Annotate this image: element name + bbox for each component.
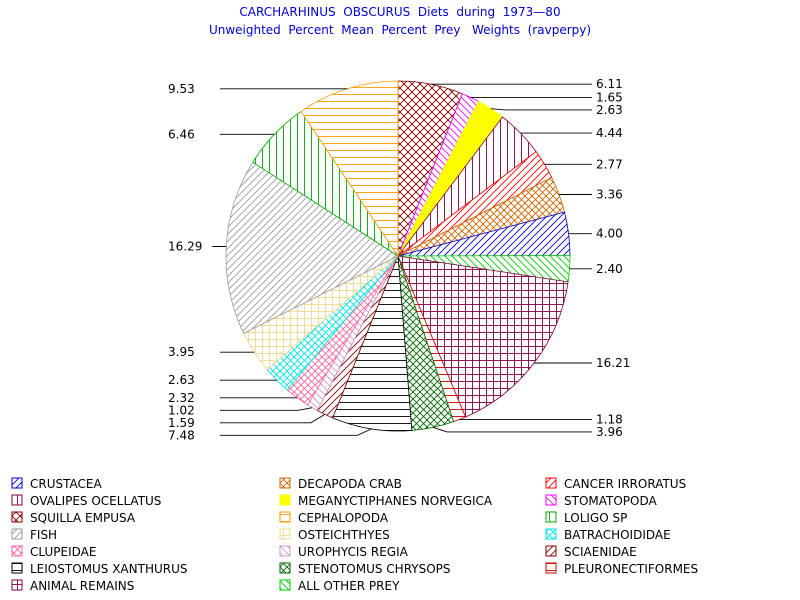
legend-swatch-osteichthyes — [279, 528, 291, 540]
value-label-urophycis-regia: 1.02 — [168, 403, 195, 417]
pie-slice-fish — [225, 161, 399, 334]
value-label-stomatopoda: 1.65 — [596, 90, 623, 104]
legend-swatch-leiostomus-xanthurus — [11, 562, 23, 574]
legend-swatch-crustacea — [11, 477, 23, 489]
legend-item-cancer-irroratus: CANCER IRRORATUS — [545, 477, 686, 491]
value-label-all-other-prey: 2.40 — [596, 262, 623, 276]
value-label-squilla-empusa: 6.11 — [596, 77, 623, 91]
value-label-cephalopoda: 9.53 — [168, 82, 195, 96]
legend-label-clupeidae: CLUPEIDAE — [30, 545, 96, 559]
legend-item-ovalipes-ocellatus: OVALIPES OCELLATUS — [11, 494, 161, 508]
legend-item-squilla-empusa: SQUILLA EMPUSA — [11, 511, 136, 525]
legend-swatch-decapoda-crab — [279, 477, 291, 489]
legend-item-loligo-sp: LOLIGO SP — [545, 511, 627, 525]
value-label-leiostomus-xanthurus: 7.48 — [168, 428, 195, 442]
legend-item-cephalopoda: CEPHALOPODA — [279, 511, 389, 525]
legend-label-cephalopoda: CEPHALOPODA — [298, 511, 389, 525]
legend-swatch-sciaenidae — [545, 545, 557, 557]
value-label-meganyctiphanes-norvegica: 2.63 — [596, 103, 623, 117]
legend-label-stomatopoda: STOMATOPODA — [564, 494, 658, 508]
legend-item-sciaenidae: SCIAENIDAE — [545, 545, 637, 559]
legend-label-crustacea: CRUSTACEA — [30, 477, 102, 491]
legend-swatch-clupeidae — [11, 545, 23, 557]
legend-swatch-pleuronectiformes — [545, 562, 557, 574]
leader-lines — [212, 83, 592, 436]
legend-label-meganyctiphanes-norvegica: MEGANYCTIPHANES NORVEGICA — [298, 494, 493, 508]
value-label-clupeidae: 2.32 — [168, 391, 195, 405]
legend-swatch-stomatopoda — [545, 494, 557, 506]
value-label-fish: 16.29 — [168, 240, 202, 254]
value-label-sciaenidae: 1.59 — [168, 416, 195, 430]
leader-line-leiostomus-xanthurus — [220, 428, 372, 436]
value-label-osteichthyes: 3.95 — [168, 345, 195, 359]
value-label-pleuronectiformes: 1.18 — [596, 412, 623, 426]
legend-label-fish: FISH — [30, 528, 57, 542]
legend-item-fish: FISH — [11, 528, 57, 542]
legend-swatch-stenotomus-chrysops — [279, 562, 291, 574]
legend-item-pleuronectiformes: PLEURONECTIFORMES — [545, 562, 698, 576]
legend-label-osteichthyes: OSTEICHTHYES — [298, 528, 390, 542]
legend-label-animal-remains: ANIMAL REMAINS — [30, 579, 134, 593]
legend-label-urophycis-regia: UROPHYCIS REGIA — [298, 545, 409, 559]
legend-label-all-other-prey: ALL OTHER PREY — [298, 579, 400, 593]
legend-swatch-animal-remains — [11, 579, 23, 591]
legend-swatch-meganyctiphanes-norvegica — [279, 494, 291, 506]
legend-swatch-squilla-empusa — [11, 511, 23, 523]
legend-label-ovalipes-ocellatus: OVALIPES OCELLATUS — [30, 494, 161, 508]
legend-label-pleuronectiformes: PLEURONECTIFORMES — [564, 562, 698, 576]
legend-swatch-batrachoididae — [545, 528, 557, 540]
chart-subtitle: Unweighted Percent Mean Percent Prey Wei… — [208, 23, 592, 37]
legend-item-osteichthyes: OSTEICHTHYES — [279, 528, 390, 542]
value-labels: 6.111.652.634.442.773.364.002.4016.211.1… — [168, 77, 630, 442]
leader-line-urophycis-regia — [220, 407, 313, 411]
leader-line-sciaenidae — [220, 414, 326, 424]
legend-swatch-cancer-irroratus — [545, 477, 557, 489]
legend-label-cancer-irroratus: CANCER IRRORATUS — [564, 477, 686, 491]
value-label-loligo-sp: 6.46 — [168, 127, 195, 141]
value-label-ovalipes-ocellatus: 4.44 — [596, 126, 623, 140]
legend-swatch-cephalopoda — [279, 511, 291, 523]
legend-swatch-all-other-prey — [279, 579, 291, 591]
legend-label-stenotomus-chrysops: STENOTOMUS CHRYSOPS — [298, 562, 451, 576]
legend-swatch-fish — [11, 528, 23, 540]
legend-label-batrachoididae: BATRACHOIDIDAE — [564, 528, 671, 542]
legend-item-urophycis-regia: UROPHYCIS REGIA — [279, 545, 409, 559]
value-label-animal-remains: 16.21 — [596, 356, 630, 370]
legend-swatch-urophycis-regia — [279, 545, 291, 557]
chart-title: CARCHARHINUS OBSCURUS Diets during 1973—… — [239, 5, 561, 19]
legend-item-animal-remains: ANIMAL REMAINS — [11, 579, 134, 593]
slices-layer — [225, 80, 571, 432]
legend-item-stomatopoda: STOMATOPODA — [545, 494, 658, 508]
value-label-stenotomus-chrysops: 3.96 — [596, 425, 623, 439]
legend-label-leiostomus-xanthurus: LEIOSTOMUS XANTHURUS — [30, 562, 188, 576]
value-label-batrachoididae: 2.63 — [168, 373, 195, 387]
value-label-decapoda-crab: 3.36 — [596, 188, 623, 202]
value-label-crustacea: 4.00 — [596, 227, 623, 241]
legend-item-stenotomus-chrysops: STENOTOMUS CHRYSOPS — [279, 562, 451, 576]
legend-item-meganyctiphanes-norvegica: MEGANYCTIPHANES NORVEGICA — [279, 494, 493, 508]
legend-item-leiostomus-xanthurus: LEIOSTOMUS XANTHURUS — [11, 562, 188, 576]
pie-slice-animal-remains — [397, 255, 569, 418]
legend-label-decapoda-crab: DECAPODA CRAB — [298, 477, 402, 491]
legend-item-decapoda-crab: DECAPODA CRAB — [279, 477, 402, 491]
legend-swatch-loligo-sp — [545, 511, 557, 523]
legend-item-clupeidae: CLUPEIDAE — [11, 545, 96, 559]
legend-label-squilla-empusa: SQUILLA EMPUSA — [30, 511, 136, 525]
leader-line-stenotomus-chrysops — [432, 426, 592, 433]
value-label-cancer-irroratus: 2.77 — [596, 157, 623, 171]
legend-label-loligo-sp: LOLIGO SP — [564, 511, 627, 525]
leader-line-meganyctiphanes-norvegica — [490, 108, 592, 111]
legend-item-batrachoididae: BATRACHOIDIDAE — [545, 528, 671, 542]
legend-item-all-other-prey: ALL OTHER PREY — [279, 579, 400, 593]
legend-swatch-ovalipes-ocellatus — [11, 494, 23, 506]
legend-item-crustacea: CRUSTACEA — [11, 477, 102, 491]
legend: CRUSTACEA DECAPODA CRAB CANCER IRRORATUS OV… — [11, 477, 698, 593]
legend-label-sciaenidae: SCIAENIDAE — [564, 545, 637, 559]
